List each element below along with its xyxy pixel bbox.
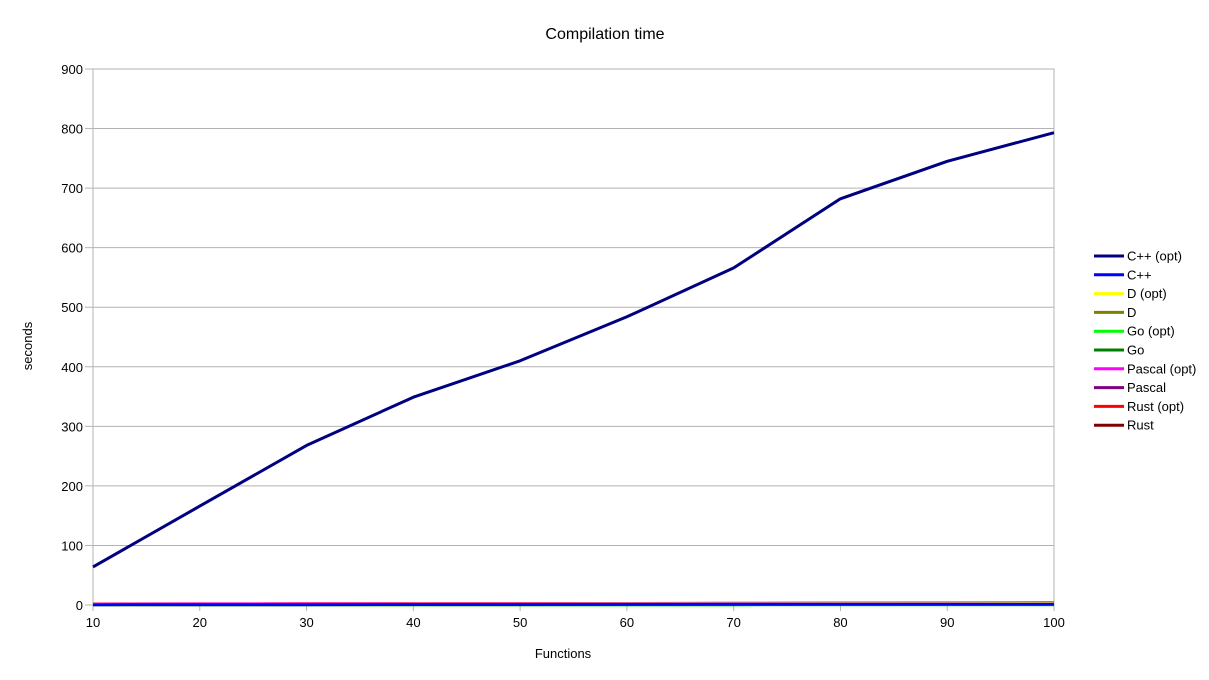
legend-item-pascal-opt: Pascal (opt)	[1094, 361, 1196, 376]
x-tick-label: 50	[513, 615, 527, 630]
y-tick-label: 900	[61, 62, 83, 77]
legend-label: C++ (opt)	[1127, 249, 1182, 264]
legend-label: D	[1127, 305, 1136, 320]
legend-item-pascal: Pascal	[1094, 380, 1166, 395]
legend-label: Go	[1127, 343, 1144, 358]
series-line-cpp-opt	[92, 131, 1055, 569]
x-tick-label: 60	[620, 615, 634, 630]
y-tick-label: 300	[61, 419, 83, 434]
y-tick-label: 200	[61, 479, 83, 494]
plot-frame	[92, 68, 1055, 606]
y-tick-label: 100	[61, 538, 83, 553]
y-tick-label: 700	[61, 181, 83, 196]
legend-item-d-opt: D (opt)	[1094, 286, 1167, 301]
x-tick-label: 90	[940, 615, 954, 630]
legend-item-cpp: C++	[1094, 267, 1152, 282]
x-tick-label: 100	[1043, 615, 1065, 630]
legend: C++ (opt) C++ D (opt) D Go (opt) Go Pascal (op…	[1094, 249, 1196, 433]
series-group	[92, 131, 1055, 607]
legend-label: Rust	[1127, 418, 1154, 433]
x-tick-label: 80	[833, 615, 847, 630]
legend-label: Rust (opt)	[1127, 399, 1184, 414]
x-axis-label: Functions	[535, 646, 592, 661]
legend-label: D (opt)	[1127, 286, 1167, 301]
y-tick-label: 400	[61, 360, 83, 375]
x-tick-label: 40	[406, 615, 420, 630]
y-tick-label: 800	[61, 122, 83, 137]
legend-item-go: Go	[1094, 343, 1144, 358]
y-tick-label: 500	[61, 300, 83, 315]
legend-item-cpp-opt: C++ (opt)	[1094, 249, 1182, 264]
y-tick-label: 600	[61, 241, 83, 256]
x-tick-label: 70	[726, 615, 740, 630]
legend-item-rust: Rust	[1094, 418, 1154, 433]
legend-label: C++	[1127, 267, 1152, 282]
y-tick-labels: 0 100 200 300 400 500 600 700 800 900	[61, 62, 83, 613]
legend-item-go-opt: Go (opt)	[1094, 324, 1175, 339]
y-axis-label: seconds	[20, 321, 35, 370]
y-tick-label: 0	[76, 598, 83, 613]
legend-item-rust-opt: Rust (opt)	[1094, 399, 1184, 414]
x-tick-labels: 10 20 30 40 50 60 70 80 90 100	[86, 615, 1065, 630]
x-tick-label: 30	[299, 615, 313, 630]
legend-label: Go (opt)	[1127, 324, 1175, 339]
chart-title: Compilation time	[545, 26, 664, 43]
x-tick-label: 10	[86, 615, 100, 630]
x-tick-label: 20	[193, 615, 207, 630]
series-line-cpp	[92, 602, 1054, 607]
legend-item-d: D	[1094, 305, 1136, 320]
legend-label: Pascal	[1127, 380, 1166, 395]
legend-label: Pascal (opt)	[1127, 361, 1196, 376]
